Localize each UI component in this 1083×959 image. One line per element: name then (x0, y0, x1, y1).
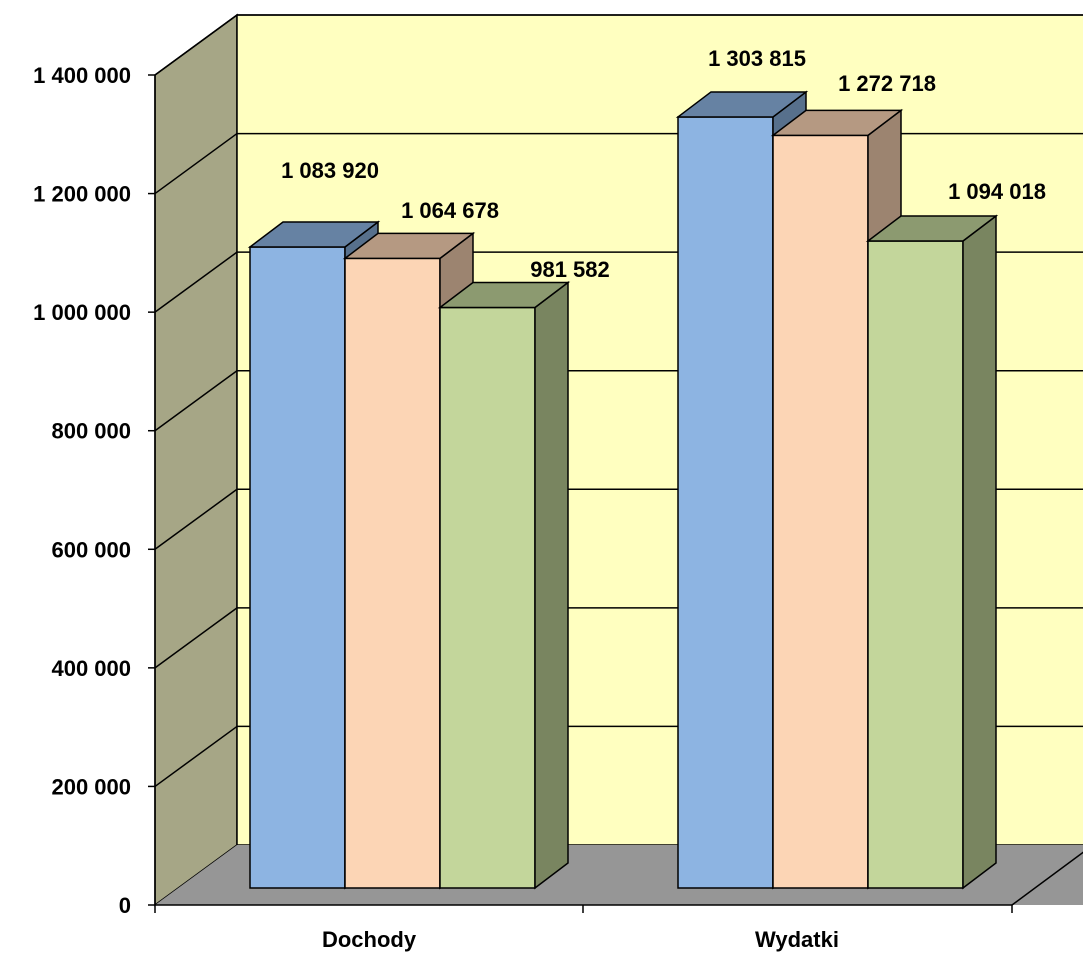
data-label: 981 582 (530, 257, 610, 282)
x-category-label: Dochody (322, 927, 417, 952)
bar-front (677, 116, 774, 889)
gridline-side (154, 251, 238, 313)
data-labels: 1 083 920 1 064 678 981 582 1 303 815 1 272 … (281, 46, 1046, 282)
gridline-side (154, 488, 238, 550)
bar-front (344, 257, 441, 889)
y-tick-label: 400 000 (51, 656, 131, 681)
x-category-label: Wydatki (755, 927, 839, 952)
gridline-side (154, 132, 238, 195)
y-tick-label: 1 400 000 (33, 63, 131, 88)
bar-front (867, 240, 964, 889)
bar-top (342, 232, 476, 260)
bar-top (437, 281, 571, 309)
bar-side (534, 281, 569, 890)
bar-top (770, 109, 904, 137)
bar-top (865, 215, 999, 242)
data-label: 1 272 718 (838, 71, 936, 96)
bar-front (249, 246, 346, 889)
axes: 0 200 000 400 000 600 000 800 000 1 000 000 1 … (33, 63, 1083, 952)
data-label: 1 303 815 (708, 46, 806, 71)
bars (247, 90, 999, 890)
y-tick-label: 600 000 (51, 537, 131, 562)
y-tick-label: 1 200 000 (33, 182, 131, 207)
bar-front (772, 134, 869, 889)
bar-side (962, 214, 997, 890)
data-label: 1 083 920 (281, 158, 379, 183)
gridline-side (154, 607, 238, 669)
data-label: 1 094 018 (948, 179, 1046, 204)
data-label: 1 064 678 (401, 198, 499, 223)
y-tick-label: 200 000 (51, 774, 131, 799)
gridline-side (154, 370, 238, 432)
gridline-side (154, 725, 238, 788)
bar-front (439, 306, 536, 889)
bar-top (675, 91, 809, 118)
side-wall (154, 13, 238, 907)
y-tick-label: 0 (119, 893, 131, 918)
y-tick-label: 800 000 (51, 419, 131, 444)
gridline-side (154, 14, 238, 76)
floor-edge (1011, 851, 1083, 906)
bar-top (247, 221, 381, 248)
y-tick-label: 1 000 000 (33, 300, 131, 325)
